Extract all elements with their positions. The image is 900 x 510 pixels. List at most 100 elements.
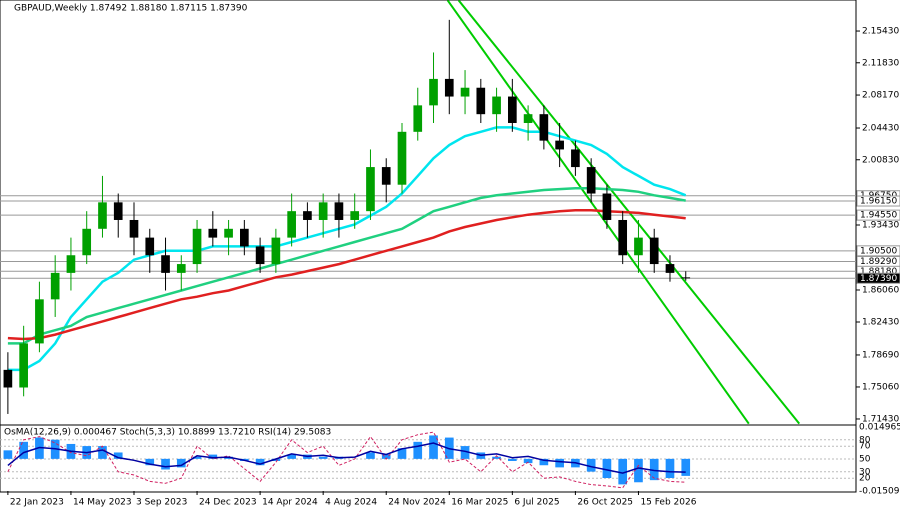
candle-body [665,264,675,273]
x-tick-label: 16 Mar 2025 [451,498,508,508]
candle-body [98,202,107,229]
osma-bar [287,454,296,459]
y2-tick-label: 20 [859,474,871,484]
candle-body [649,237,659,265]
osma-tick-label: -0.015099 [859,487,900,497]
y-tick-label: 1.93430 [862,221,899,231]
candle-body [287,211,296,238]
candle-body [460,87,470,97]
x-tick-label: 3 Sep 2023 [136,498,187,508]
osma-bar [366,452,375,459]
x-tick-label: 6 Jul 2025 [514,498,559,508]
candle-body [35,299,44,344]
candle-body [681,277,691,279]
candle-body [397,131,407,185]
level-label: 1.88180 [860,267,897,277]
osma-bar [649,458,659,481]
y-tick-label: 2.00830 [862,155,899,165]
osma-bar [555,458,564,468]
osma-bar [681,458,691,476]
osma-bar [255,458,265,466]
candle-body [318,202,328,220]
osma-bar [523,458,533,464]
candle-body [192,228,202,265]
y-tick-label: 2.11830 [862,58,899,68]
candle-body [571,149,580,168]
moving-average [7,126,687,372]
candle-body [476,87,486,115]
chart-title: GBPAUD,Weekly 1.87492 1.88180 1.87115 1.… [14,4,248,14]
osma-bar [318,456,328,459]
osma-bar [602,458,612,479]
candle-body [82,228,92,256]
candle-body [602,193,612,220]
candle-body [586,167,596,194]
level-label: 1.94550 [860,211,897,221]
candle-body [366,167,375,212]
osma-bar [586,458,596,472]
osma-bar [492,456,501,459]
osma-bar [176,458,186,468]
x-tick-label: 26 Oct 2025 [577,498,633,508]
candle-body [224,228,233,238]
y-tick-label: 1.86060 [862,285,899,295]
indicator-title: OsMA(12,26,9) 0.000467 Stoch(5,3,3) 10.8… [4,428,331,438]
candle-body [492,96,501,115]
osma-bar [113,452,123,459]
osma-bar [665,458,675,479]
osma-bar [429,435,438,459]
rsi-line [7,442,686,474]
osma-bar [98,446,107,459]
candle-body [523,114,533,123]
level-box [856,272,900,284]
y-tick-label: 2.04430 [862,124,899,134]
level-label: 1.87390 [860,274,897,284]
osma-bar [271,458,281,461]
x-tick-label: 15 Feb 2026 [640,498,696,508]
candle-body [555,140,564,150]
candle-body [381,167,391,185]
y2-tick-label: 50 [859,455,871,465]
x-tick-label: 4 Aug 2024 [325,498,377,508]
level-box [856,209,900,221]
candle-body [413,105,423,132]
candle-body [113,202,123,220]
osma-bar [397,448,407,459]
candle-body [271,237,281,265]
moving-average [7,209,686,341]
plot-frame [0,0,857,493]
candle-body [240,228,249,247]
candle-body [161,255,170,273]
osma-bar [618,458,628,485]
candle-body [618,219,628,256]
y2-tick-label: 70 [859,442,871,452]
osma-bar [208,454,218,459]
y2-tick-label: 80 [859,435,871,445]
osma-bar [413,441,423,459]
candle-body [145,237,155,256]
candle-body [350,211,360,220]
level-label: 1.96150 [860,197,897,207]
candle-body [334,202,344,220]
osma-bar [192,456,202,459]
y-tick-label: 1.71430 [862,414,899,424]
candle-body [50,272,60,300]
candle-body [176,264,186,273]
candle-body [208,228,218,238]
x-tick-label: 24 Dec 2023 [199,498,257,508]
candle-body [539,114,549,141]
level-box [856,245,900,257]
y2-tick-label: 30 [859,467,871,477]
osma-bar [508,458,517,461]
y-tick-label: 2.08170 [862,91,899,101]
candle-body [634,237,643,256]
osma-bar [460,446,470,459]
level-box [856,195,900,207]
candle-body [255,246,265,265]
candle-body [508,96,517,123]
osma-bar [381,454,391,459]
x-tick-label: 24 Nov 2024 [388,498,446,508]
level-label: 1.90500 [860,246,897,256]
osma-bar [3,450,13,459]
candle-body [19,343,28,388]
